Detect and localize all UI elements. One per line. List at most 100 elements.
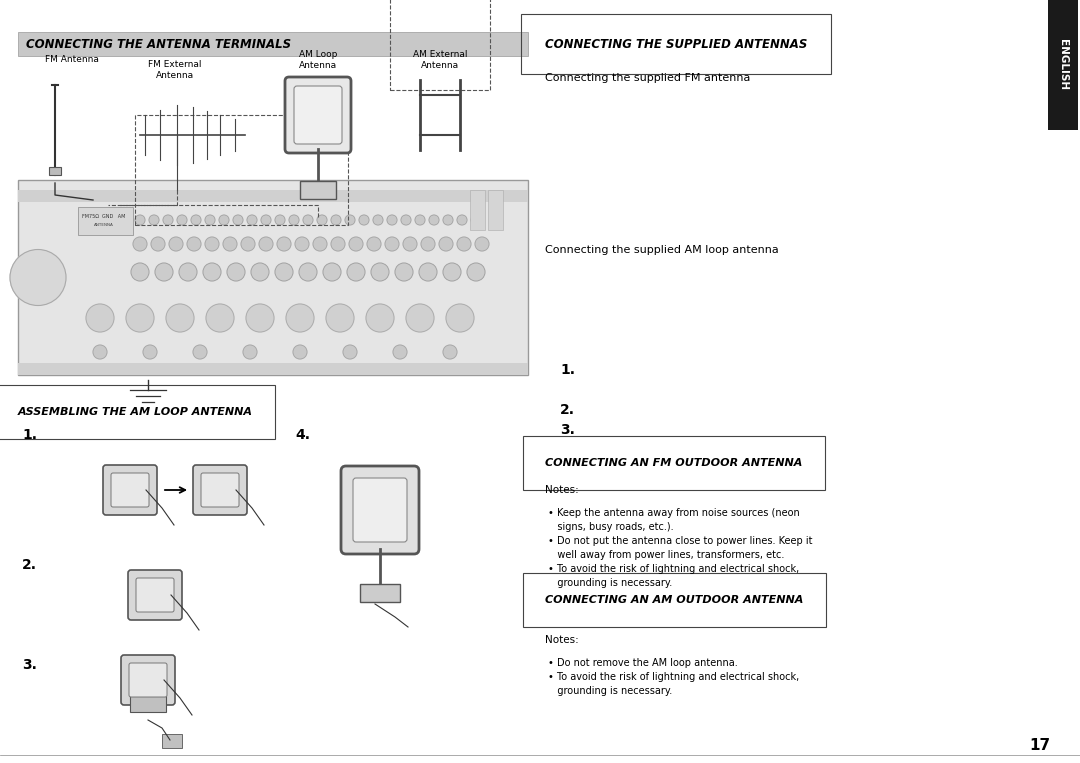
Bar [470,190,485,230]
Text: 17: 17 [1029,738,1050,752]
FancyBboxPatch shape [162,734,183,748]
Circle shape [289,215,299,225]
Circle shape [373,215,383,225]
Circle shape [347,263,365,281]
FancyBboxPatch shape [300,181,336,199]
Text: 1.: 1. [561,363,575,377]
Text: CONNECTING THE ANTENNA TERMINALS: CONNECTING THE ANTENNA TERMINALS [26,37,292,50]
Circle shape [395,263,413,281]
Circle shape [205,237,219,251]
Circle shape [205,215,215,225]
Circle shape [131,263,149,281]
Text: FM External
Antenna: FM External Antenna [148,60,202,79]
Text: 1.: 1. [22,428,37,442]
Text: ANTENNA: ANTENNA [94,223,113,227]
FancyBboxPatch shape [341,466,419,554]
Circle shape [247,215,257,225]
Circle shape [429,215,438,225]
Circle shape [166,304,194,332]
Circle shape [193,345,207,359]
Circle shape [403,237,417,251]
Circle shape [401,215,411,225]
Circle shape [372,263,389,281]
Circle shape [286,304,314,332]
FancyBboxPatch shape [201,473,239,507]
Circle shape [323,263,341,281]
Circle shape [393,345,407,359]
Circle shape [446,304,474,332]
Bar [78,207,133,235]
Text: • Keep the antenna away from noise sources (neon
   signs, busy roads, etc.).
• : • Keep the antenna away from noise sourc… [548,508,812,588]
FancyBboxPatch shape [353,478,407,542]
Circle shape [135,215,145,225]
Circle shape [293,345,307,359]
Circle shape [86,304,114,332]
Circle shape [156,263,173,281]
Text: CONNECTING THE SUPPLIED ANTENNAS: CONNECTING THE SUPPLIED ANTENNAS [545,37,808,50]
Circle shape [359,215,369,225]
Circle shape [366,304,394,332]
Circle shape [421,237,435,251]
Text: • Do not remove the AM loop antenna.
• To avoid the risk of lightning and electr: • Do not remove the AM loop antenna. • T… [548,658,799,696]
FancyBboxPatch shape [111,473,149,507]
FancyBboxPatch shape [294,86,342,144]
Bar [18,32,528,56]
Text: CONNECTING AN FM OUTDOOR ANTENNA: CONNECTING AN FM OUTDOOR ANTENNA [545,458,802,468]
Circle shape [326,304,354,332]
Circle shape [457,215,467,225]
Text: ENGLISH: ENGLISH [1058,40,1068,91]
Circle shape [384,237,399,251]
Text: 3.: 3. [22,658,37,672]
Circle shape [10,250,66,305]
Circle shape [295,237,309,251]
Circle shape [471,215,481,225]
Circle shape [126,304,154,332]
Circle shape [467,263,485,281]
Circle shape [406,304,434,332]
FancyBboxPatch shape [129,570,183,620]
Circle shape [313,237,327,251]
Text: Notes:: Notes: [545,635,579,645]
Circle shape [330,215,341,225]
Circle shape [443,263,461,281]
Text: Notes:: Notes: [545,485,579,495]
Circle shape [163,215,173,225]
Circle shape [419,263,437,281]
Circle shape [151,237,165,251]
Bar [390,0,490,90]
FancyBboxPatch shape [136,578,174,612]
Circle shape [443,215,453,225]
Circle shape [133,237,147,251]
Text: ASSEMBLING THE AM LOOP ANTENNA: ASSEMBLING THE AM LOOP ANTENNA [18,407,253,417]
FancyBboxPatch shape [130,696,166,712]
Circle shape [233,215,243,225]
Circle shape [275,263,293,281]
Circle shape [179,263,197,281]
Circle shape [243,345,257,359]
Circle shape [227,263,245,281]
Text: CONNECTING AN AM OUTDOOR ANTENNA: CONNECTING AN AM OUTDOOR ANTENNA [545,595,804,605]
Circle shape [415,215,426,225]
Circle shape [93,345,107,359]
Circle shape [168,237,183,251]
Circle shape [143,345,157,359]
Bar [18,363,528,375]
Text: AM Loop
Antenna: AM Loop Antenna [299,50,337,69]
Circle shape [438,237,453,251]
Circle shape [443,345,457,359]
Text: AM External
Antenna: AM External Antenna [413,50,468,69]
Circle shape [246,304,274,332]
FancyBboxPatch shape [121,655,175,705]
Circle shape [345,215,355,225]
Text: 4.: 4. [295,428,310,442]
FancyBboxPatch shape [285,77,351,153]
Bar [18,180,528,375]
Circle shape [275,215,285,225]
Circle shape [177,215,187,225]
Circle shape [349,237,363,251]
FancyBboxPatch shape [129,663,167,697]
Circle shape [475,237,489,251]
Circle shape [206,304,234,332]
Circle shape [222,237,237,251]
FancyBboxPatch shape [360,584,400,602]
